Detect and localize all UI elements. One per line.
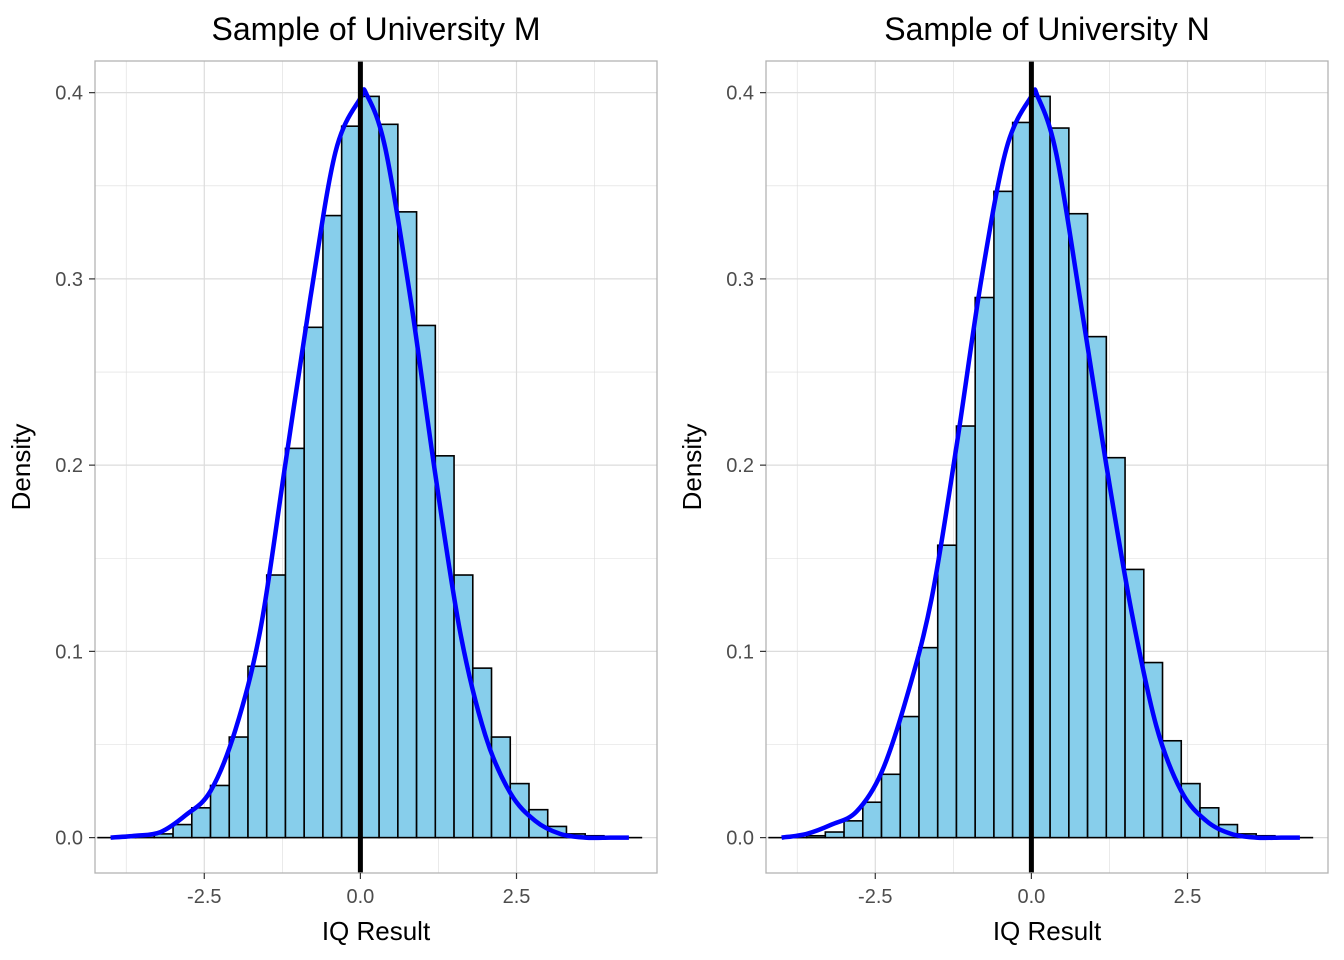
histogram-bar <box>880 773 902 839</box>
histogram-bar <box>1011 121 1033 839</box>
histogram-bar <box>265 574 287 839</box>
histogram-bar <box>805 834 827 839</box>
x-tick-label: 0.0 <box>1017 886 1045 908</box>
histogram-bar <box>359 95 380 839</box>
chart-panel-2: -2.5 0.0 2.5 0.0 0.1 0.2 0.3 0.4 Sample of Unive… <box>677 11 1329 946</box>
histogram-bar <box>228 736 249 839</box>
y-tick-label: 0.3 <box>55 269 83 291</box>
histogram-bar <box>284 447 305 839</box>
histogram-bar <box>340 125 362 839</box>
panel-border <box>94 60 658 874</box>
y-tick-label: 0.2 <box>55 455 83 477</box>
histogram-bar <box>974 296 995 839</box>
x-axis-label: IQ Result <box>993 916 1102 946</box>
density-curve <box>781 87 1300 841</box>
histogram-bar <box>824 831 845 839</box>
histogram-bar <box>378 123 399 839</box>
y-tick-label: 0.4 <box>726 83 754 105</box>
histogram-bar <box>955 425 976 839</box>
chart-panel-1: -2.5 0.0 2.5 0.0 0.1 0.2 0.3 0.4 Sample of Unive… <box>6 11 658 946</box>
histogram-bar <box>993 190 1014 839</box>
histogram-bars <box>97 95 643 839</box>
y-tick-label: 0.2 <box>726 455 754 477</box>
histogram-bar <box>918 646 939 839</box>
histogram-bar <box>247 665 268 839</box>
histogram-bar <box>899 715 920 839</box>
histogram-bar <box>1030 95 1051 839</box>
histogram-bar <box>434 455 455 839</box>
x-tick-label: 0.0 <box>346 886 374 908</box>
x-axis-label: IQ Result <box>322 916 431 946</box>
histogram-bars <box>768 95 1314 839</box>
histogram-bar <box>190 807 212 839</box>
y-tick-label: 0.1 <box>55 641 83 663</box>
histogram-bar <box>1124 568 1145 839</box>
histogram-bar <box>936 544 958 839</box>
y-axis-label: Density <box>677 424 707 511</box>
x-tick-label: -2.5 <box>187 886 221 908</box>
y-tick-label: 0.3 <box>726 269 754 291</box>
y-axis-label: Density <box>6 424 36 511</box>
histogram-bar <box>843 820 864 839</box>
histogram-bar <box>861 801 883 839</box>
chart-title: Sample of University M <box>212 11 541 47</box>
histogram-bar <box>322 214 343 839</box>
panel-border <box>765 60 1329 874</box>
y-tick-label: 0.1 <box>726 641 754 663</box>
x-tick-label: -2.5 <box>858 886 892 908</box>
x-tick-label: 2.5 <box>503 886 531 908</box>
histogram-bar <box>1049 127 1070 839</box>
histogram-bar <box>209 784 231 839</box>
y-tick-label: 0.4 <box>55 83 83 105</box>
density-curve <box>110 87 629 841</box>
histogram-bar <box>303 326 324 839</box>
x-tick-label: 2.5 <box>1174 886 1202 908</box>
y-tick-label: 0.0 <box>55 828 83 850</box>
histogram-bar <box>172 823 193 839</box>
y-tick-label: 0.0 <box>726 828 754 850</box>
histogram-bar <box>1068 212 1089 839</box>
chart-title: Sample of University N <box>884 11 1209 47</box>
